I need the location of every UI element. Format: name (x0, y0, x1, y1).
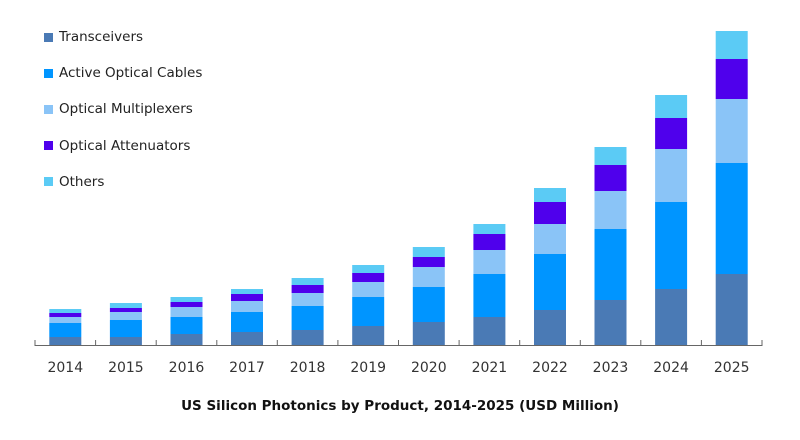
bar-segment-transceivers-2024 (655, 289, 688, 345)
bar-segment-optical-multiplexers-2015 (109, 312, 142, 320)
legend: Transceivers Active Optical Cables Optical… (44, 28, 202, 209)
bar-segment-transceivers-2018 (291, 330, 324, 345)
bar-segment-optical-attenuators-2020 (412, 257, 445, 267)
bar-segment-active-optical-cables-2022 (534, 254, 566, 310)
bar-segment-others-2023 (594, 147, 627, 165)
bar-segment-optical-attenuators-2021 (473, 234, 506, 250)
bar-segment-optical-multiplexers-2018 (291, 293, 324, 306)
legend-label: Optical Attenuators (59, 137, 191, 154)
bar-segment-others-2014 (49, 309, 82, 313)
bar-segment-others-2018 (291, 278, 324, 285)
bar-segment-others-2022 (534, 188, 566, 202)
bar-segment-transceivers-2019 (352, 326, 385, 345)
bar-segment-optical-attenuators-2014 (49, 313, 82, 317)
bar-segment-transceivers-2017 (231, 332, 263, 345)
bar-segment-active-optical-cables-2025 (715, 163, 748, 274)
bar-segment-active-optical-cables-2014 (49, 323, 82, 337)
legend-swatch (44, 141, 53, 151)
bar-segment-others-2015 (109, 303, 142, 308)
bar-segment-transceivers-2020 (412, 322, 445, 345)
bar-segment-optical-multiplexers-2024 (655, 149, 688, 202)
chart-title: US Silicon Photonics by Product, 2014-20… (181, 398, 619, 414)
legend-item-others: Others (44, 173, 202, 191)
legend-label: Transceivers (59, 29, 144, 45)
legend-swatch (44, 104, 53, 114)
bar-segment-optical-attenuators-2019 (352, 273, 385, 282)
bar-segment-optical-multiplexers-2023 (594, 191, 627, 229)
bars-layer (49, 31, 748, 345)
legend-label: Optical Multiplexers (59, 101, 193, 118)
bar-segment-active-optical-cables-2024 (655, 202, 688, 289)
bar-segment-active-optical-cables-2016 (170, 317, 203, 334)
bar-segment-active-optical-cables-2018 (291, 306, 324, 330)
bar-segment-others-2017 (231, 289, 263, 294)
x-tick-label: 2019 (350, 360, 386, 376)
x-tick-label: 2017 (229, 360, 265, 376)
bar-segment-optical-multiplexers-2017 (231, 301, 263, 312)
legend-label: Others (59, 173, 105, 190)
legend-item-active-optical-cables: Active Optical Cables (44, 64, 202, 82)
legend-item-transceivers: Transceivers (44, 28, 202, 46)
x-tick-label: 2020 (411, 360, 447, 376)
bar-segment-active-optical-cables-2021 (473, 274, 506, 317)
bar-segment-optical-attenuators-2024 (655, 118, 688, 149)
bar-segment-optical-attenuators-2018 (291, 285, 324, 293)
bar-segment-transceivers-2025 (715, 274, 748, 345)
bar-segment-active-optical-cables-2015 (109, 320, 142, 337)
x-tick-label: 2023 (593, 360, 629, 376)
bar-segment-optical-multiplexers-2020 (412, 267, 445, 287)
bar-segment-optical-attenuators-2025 (715, 59, 748, 99)
legend-swatch (44, 177, 53, 187)
x-tick-label: 2025 (714, 360, 750, 376)
x-tick-label: 2014 (47, 360, 83, 376)
bar-segment-active-optical-cables-2019 (352, 297, 385, 326)
bar-segment-active-optical-cables-2023 (594, 229, 627, 300)
bar-segment-transceivers-2016 (170, 334, 203, 345)
legend-swatch (44, 68, 53, 78)
bar-segment-optical-attenuators-2023 (594, 165, 627, 191)
bar-segment-optical-attenuators-2015 (109, 308, 142, 312)
x-axis-tick-labels: 2014 2015 2016 2017 2018 2019 2020 2021 2022 2023… (47, 360, 749, 376)
bar-segment-transceivers-2023 (594, 300, 627, 345)
bar-segment-optical-attenuators-2016 (170, 302, 203, 307)
x-tick-label: 2015 (108, 360, 144, 376)
bar-segment-transceivers-2021 (473, 317, 506, 345)
bar-segment-transceivers-2022 (534, 310, 566, 345)
legend-swatch (44, 32, 53, 42)
x-axis-ticks (34, 340, 763, 346)
x-tick-label: 2021 (472, 360, 508, 376)
bar-segment-optical-attenuators-2017 (231, 294, 263, 301)
bar-segment-optical-multiplexers-2016 (170, 307, 203, 317)
bar-segment-others-2024 (655, 95, 688, 118)
x-tick-label: 2024 (653, 360, 689, 376)
bar-segment-others-2019 (352, 265, 385, 273)
bar-segment-optical-multiplexers-2014 (49, 317, 82, 323)
bar-segment-others-2025 (715, 31, 748, 59)
legend-item-optical-attenuators: Optical Attenuators (44, 137, 202, 155)
bar-segment-others-2020 (412, 247, 445, 257)
bar-segment-active-optical-cables-2017 (231, 312, 263, 332)
bar-segment-transceivers-2015 (109, 337, 142, 345)
bar-segment-transceivers-2014 (49, 337, 82, 345)
x-tick-label: 2022 (532, 360, 568, 376)
bar-segment-active-optical-cables-2020 (412, 287, 445, 322)
bar-segment-others-2016 (170, 297, 203, 302)
bar-segment-optical-attenuators-2022 (534, 202, 566, 224)
x-tick-label: 2016 (169, 360, 205, 376)
bar-segment-optical-multiplexers-2022 (534, 224, 566, 254)
legend-item-optical-multiplexers: Optical Multiplexers (44, 100, 202, 118)
bar-segment-others-2021 (473, 224, 506, 234)
legend-label: Active Optical Cables (59, 65, 203, 82)
bar-segment-optical-multiplexers-2025 (715, 99, 748, 163)
x-tick-label: 2018 (290, 360, 326, 376)
bar-segment-optical-multiplexers-2021 (473, 250, 506, 274)
bar-segment-optical-multiplexers-2019 (352, 282, 385, 297)
